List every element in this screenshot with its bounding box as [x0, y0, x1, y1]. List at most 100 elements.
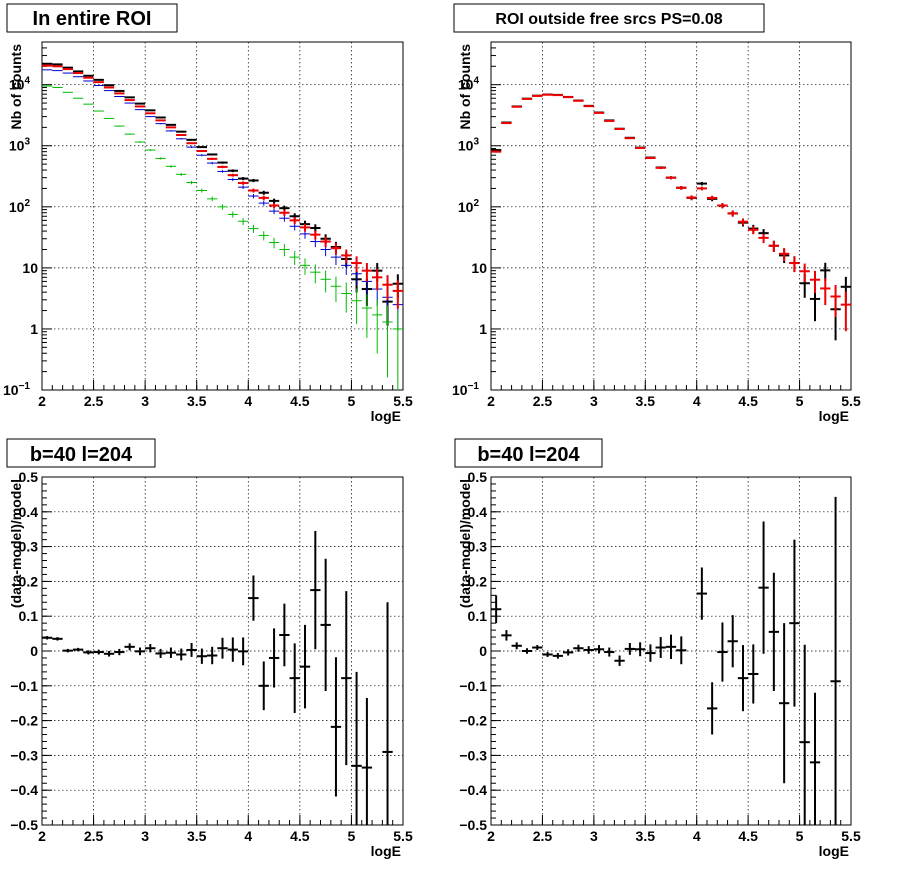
data-point — [593, 645, 605, 654]
y-axis-title: (data-model)/model — [8, 479, 24, 608]
data-point — [176, 172, 187, 176]
x-tick-label: 4 — [244, 828, 252, 844]
data-point — [237, 217, 249, 225]
data-point — [72, 97, 84, 99]
x-tick-label: 5 — [796, 393, 804, 409]
data-point — [165, 123, 177, 126]
data-point — [207, 196, 218, 202]
data-point — [809, 692, 821, 825]
data-point — [134, 647, 146, 656]
data-point — [93, 84, 104, 86]
data-point — [779, 623, 790, 784]
x-tick-label: 4.5 — [738, 393, 758, 409]
y-tick-label: 10 — [471, 260, 487, 276]
data-point — [103, 84, 115, 87]
data-point — [655, 637, 666, 658]
data-point — [268, 198, 280, 204]
data-point — [341, 282, 352, 313]
data-point — [186, 142, 197, 145]
data-point — [511, 105, 522, 108]
data-point — [330, 276, 342, 302]
x-tick-label: 4 — [693, 393, 701, 409]
x-tick-label: 3 — [590, 393, 598, 409]
data-point — [645, 156, 656, 160]
x-tick-label: 4.5 — [290, 393, 310, 409]
chart-title-box — [6, 438, 156, 468]
data-point — [799, 644, 810, 825]
data-point — [248, 188, 259, 193]
data-point — [372, 299, 383, 354]
data-point — [341, 249, 352, 264]
data-point — [207, 646, 218, 665]
y-tick-label: 0.4 — [468, 504, 488, 520]
data-point — [279, 215, 290, 222]
chart-panel-4: 2 2.5 3 3.5 4 4.5 5 5.5 −0.5 −0.4 −0.3 −0.2 −0.1 0 0.1… — [454, 438, 861, 859]
data-point — [532, 94, 543, 97]
data-point — [614, 655, 625, 666]
y-tick-label: 0.5 — [19, 469, 39, 485]
data-point — [593, 111, 605, 114]
plot-frame — [41, 41, 404, 391]
data-point — [361, 294, 373, 338]
data-point — [207, 157, 218, 160]
data-point — [614, 128, 625, 131]
data-point — [392, 310, 403, 390]
series-3 — [42, 85, 403, 390]
data-point — [248, 575, 259, 621]
x-tick-label: 5 — [348, 828, 356, 844]
data-point — [552, 653, 563, 659]
data-point — [155, 119, 166, 122]
data-point — [83, 650, 94, 655]
data-point — [52, 637, 63, 641]
data-point — [93, 110, 104, 112]
y-tick-label: 1 — [30, 321, 38, 337]
data-point — [227, 177, 238, 182]
data-point — [114, 648, 125, 656]
data-point — [176, 138, 187, 140]
y-tick-label: −0.2 — [459, 713, 487, 729]
y-tick-label: 103 — [9, 137, 31, 154]
data-point — [176, 133, 187, 136]
data-point — [227, 211, 238, 218]
series-1 — [42, 62, 403, 326]
data-point — [521, 97, 533, 100]
data-point — [382, 602, 393, 825]
data-point — [145, 109, 156, 112]
data-point — [62, 91, 73, 93]
data-point — [289, 251, 300, 266]
data-point — [124, 96, 135, 99]
chart-title: b=40 l=204 — [477, 444, 580, 466]
data-point — [789, 256, 800, 273]
data-point — [227, 637, 238, 662]
y-tick-label: −0.2 — [10, 713, 38, 729]
y-tick-label: −0.5 — [10, 817, 38, 833]
data-point — [665, 176, 677, 180]
data-point — [665, 634, 677, 660]
data-point — [114, 96, 125, 98]
y-tick-label: 0 — [479, 643, 487, 659]
data-point — [717, 203, 728, 209]
chart-panel-1: 2 2.5 3 3.5 4 4.5 5 5.5 10−1 1 10 102 103 104 logE Nb o… — [3, 3, 413, 424]
y-axis-title: Nb of counts — [8, 44, 24, 130]
data-point — [299, 258, 311, 275]
data-point — [382, 305, 393, 378]
data-point — [124, 643, 135, 651]
y-tick-label: −0.3 — [10, 747, 38, 763]
data-point — [696, 181, 707, 186]
data-point — [237, 177, 249, 181]
series-1 — [42, 530, 393, 825]
y-tick-label: 103 — [458, 137, 480, 154]
data-point — [686, 195, 697, 200]
x-tick-label: 5.5 — [841, 393, 861, 409]
data-point — [145, 149, 156, 151]
data-point — [186, 642, 197, 657]
data-point — [114, 89, 125, 92]
x-tick-label: 2 — [38, 393, 46, 409]
data-point — [573, 644, 584, 652]
y-tick-label: 1 — [479, 321, 487, 337]
x-tick-label: 5.5 — [393, 393, 413, 409]
x-tick-label: 2.5 — [84, 393, 104, 409]
data-point — [779, 248, 790, 262]
x-tick-label: 4 — [693, 828, 701, 844]
data-point — [830, 284, 841, 318]
